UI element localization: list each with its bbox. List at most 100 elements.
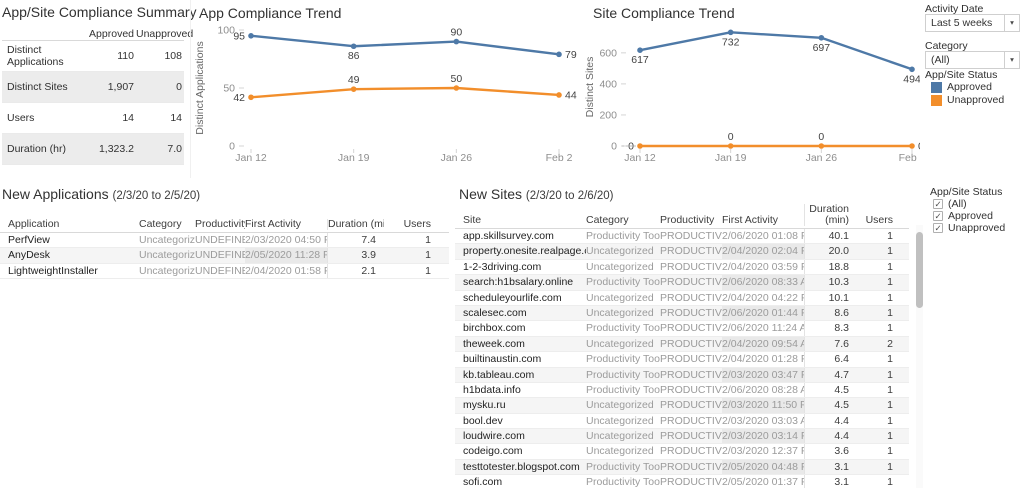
new-sites-date-range: (2/3/20 to 2/6/20) <box>525 190 614 202</box>
status-option-all[interactable]: ✓ (All) <box>933 198 1023 210</box>
summary-table: Approved Unapproved Distinct Application… <box>2 27 194 165</box>
activity-date-label: Activity Date <box>925 3 984 15</box>
table-row[interactable]: theweek.com Uncategorized PRODUCTIVE 2/04/2… <box>455 336 909 353</box>
duration-cell: 3.1 <box>804 459 857 475</box>
column-header-name[interactable]: Application <box>8 219 60 230</box>
caret-down-icon[interactable]: ▾ <box>1004 52 1019 68</box>
table-row[interactable]: kb.tableau.com Productivity Tools PRODUCTI… <box>455 367 909 383</box>
y-axis-title: Distinct Sites <box>585 57 596 118</box>
column-header-category[interactable]: Category <box>586 215 629 226</box>
data-point-approved[interactable] <box>818 34 825 41</box>
series-line-approved[interactable] <box>249 34 561 56</box>
column-header-productivity[interactable]: Productivity <box>660 215 715 226</box>
table-row[interactable]: testtotester.blogspot.com Productivity To… <box>455 459 909 476</box>
table-row[interactable]: birchbox.com Productivity Tools PRODUCTIVE… <box>455 321 909 337</box>
data-point-unapproved[interactable] <box>453 85 460 91</box>
table-row[interactable]: scalesec.com Uncategorized PRODUCTIVE 2/06/… <box>455 305 909 322</box>
table-row[interactable]: mysku.ru Uncategorized PRODUCTIVE 2/03/2020… <box>455 398 909 414</box>
column-header-duration[interactable]: Duration (min) <box>327 219 384 230</box>
category-cell: Productivity Tools <box>586 276 660 289</box>
vertical-scrollbar[interactable] <box>916 225 923 488</box>
data-point-unapproved[interactable] <box>909 143 915 149</box>
first-activity-cell: 2/03/2020 03:47 PM <box>722 367 804 382</box>
data-point-unapproved[interactable] <box>818 143 825 149</box>
first-activity-cell: 2/03/2020 04:50 PM <box>245 234 327 246</box>
duration-cell: 7.6 <box>804 336 857 352</box>
series-line-approved[interactable] <box>638 31 914 71</box>
legend-item-approved[interactable]: Approved <box>931 81 1023 93</box>
status-option-unapproved[interactable]: ✓ Unapproved <box>933 222 1023 234</box>
status-legend-title: App/Site Status <box>925 69 998 81</box>
table-row[interactable]: builtinaustin.com Productivity Tools PRODU… <box>455 352 909 368</box>
data-point-approved[interactable] <box>727 29 734 36</box>
column-header-duration[interactable]: Duration (min) <box>804 204 857 226</box>
activity-date-dropdown[interactable]: Last 5 weeks ▾ <box>925 14 1020 32</box>
table-row[interactable]: loudwire.com Uncategorized PRODUCTIVE 2/03/… <box>455 429 909 445</box>
data-point-approved[interactable] <box>248 33 254 39</box>
table-row[interactable]: LightweightInstaller UncategorizedUNDEFIN… <box>0 263 449 280</box>
table-row[interactable]: search:h1bsalary.online Productivity Tool… <box>455 275 909 291</box>
users-cell: 1 <box>887 414 893 427</box>
table-row[interactable]: AnyDesk UncategorizedUNDEFINED2/05/2020 1… <box>0 248 449 264</box>
summary-row[interactable]: Distinct Sites 1,907 0 <box>2 72 184 103</box>
data-point-unapproved[interactable] <box>350 86 357 92</box>
caret-down-icon[interactable]: ▾ <box>1004 15 1019 31</box>
series-line-unapproved[interactable] <box>249 86 561 99</box>
x-tick-label: Jan 26 <box>806 152 838 164</box>
column-header-first-activity[interactable]: First Activity <box>722 215 779 226</box>
summary-row[interactable]: Duration (hr) 1,323.2 7.0 <box>2 134 184 165</box>
legend-item-unapproved[interactable]: Unapproved <box>931 94 1023 106</box>
table-row[interactable]: sofi.com Productivity Tools PRODUCTIVE 2/05… <box>455 475 909 488</box>
summary-header-approved[interactable]: Approved <box>89 27 134 40</box>
status-option-approved[interactable]: ✓ Approved <box>933 209 1023 222</box>
table-row[interactable]: codeigo.com Uncategorized PRODUCTIVE 2/03/2… <box>455 444 909 460</box>
table-row[interactable]: PerfView UncategorizedUNDEFINED2/03/2020 … <box>0 233 449 249</box>
x-tick-label: Jan 26 <box>441 152 473 164</box>
data-point-unapproved[interactable] <box>556 92 562 98</box>
data-point-approved[interactable] <box>909 66 915 73</box>
data-point-unapproved[interactable] <box>637 143 643 149</box>
site-trend-panel: Site Compliance Trend Distinct Sites 0 200… <box>585 0 920 178</box>
name-cell: AnyDesk <box>8 249 51 262</box>
checkbox-icon[interactable]: ✓ <box>933 198 943 209</box>
data-point-unapproved[interactable] <box>248 94 254 101</box>
column-header-name[interactable]: Site <box>463 215 482 226</box>
column-header-users[interactable]: Users <box>865 215 893 226</box>
app-compliance-trend-chart[interactable]: Distinct Applications 0 50 100 Jan 12 Jan 19 J… <box>191 0 583 178</box>
summary-row[interactable]: Users 14 14 <box>2 103 184 134</box>
scrollbar-thumb[interactable] <box>916 232 923 308</box>
table-row[interactable]: bool.dev Uncategorized PRODUCTIVE 2/03/2020… <box>455 413 909 430</box>
first-activity-cell: 2/03/2020 03:03 AM <box>722 414 804 427</box>
checkbox-icon[interactable]: ✓ <box>933 210 943 221</box>
category-cell: Uncategorized <box>586 306 654 319</box>
table-row[interactable]: h1bdata.info Productivity Tools PRODUCTIVE… <box>455 382 909 399</box>
status-option-label: Approved <box>948 209 993 222</box>
column-header-first-activity[interactable]: First Activity <box>245 219 302 230</box>
table-row[interactable]: app.skillsurvey.com Productivity Tools PRO… <box>455 229 909 245</box>
name-cell: builtinaustin.com <box>463 353 542 366</box>
legend-swatch-icon <box>931 94 942 106</box>
data-point-approved[interactable] <box>556 51 562 58</box>
x-tick-label: Jan 12 <box>235 152 267 164</box>
summary-row[interactable]: Distinct Applications 110 108 <box>2 41 184 72</box>
table-row[interactable]: property.onesite.realpage.comUncategoriz… <box>455 244 909 260</box>
x-tick-label: Feb 2 <box>899 152 920 164</box>
data-point-approved[interactable] <box>350 43 357 50</box>
column-header-users[interactable]: Users <box>403 219 431 230</box>
checkbox-icon[interactable]: ✓ <box>933 222 943 233</box>
summary-header-unapproved[interactable]: Unapproved <box>136 27 194 40</box>
status-legend: Approved Unapproved <box>931 81 1023 107</box>
summary-title: App/Site Compliance Summary <box>2 4 197 20</box>
column-header-category[interactable]: Category <box>139 219 182 230</box>
data-point-approved[interactable] <box>637 47 643 54</box>
table-row[interactable]: scheduleyourlife.com Uncategorized PRODUCT… <box>455 290 909 306</box>
data-point-unapproved[interactable] <box>727 143 734 149</box>
category-dropdown[interactable]: (All) ▾ <box>925 51 1020 69</box>
users-cell: 1 <box>887 368 893 381</box>
users-cell: 1 <box>887 291 893 304</box>
table-row[interactable]: 1-2-3driving.com Uncategorized PRODUCTIVE 2… <box>455 259 909 276</box>
column-header-productivity[interactable]: Productivity <box>195 219 245 230</box>
new-applications-table: Application Category Productivity First Act… <box>0 216 449 280</box>
site-compliance-trend-chart[interactable]: Distinct Sites 0 200 400 600 Jan 12 Jan 19 Jan … <box>585 0 920 178</box>
data-point-approved[interactable] <box>453 38 460 45</box>
